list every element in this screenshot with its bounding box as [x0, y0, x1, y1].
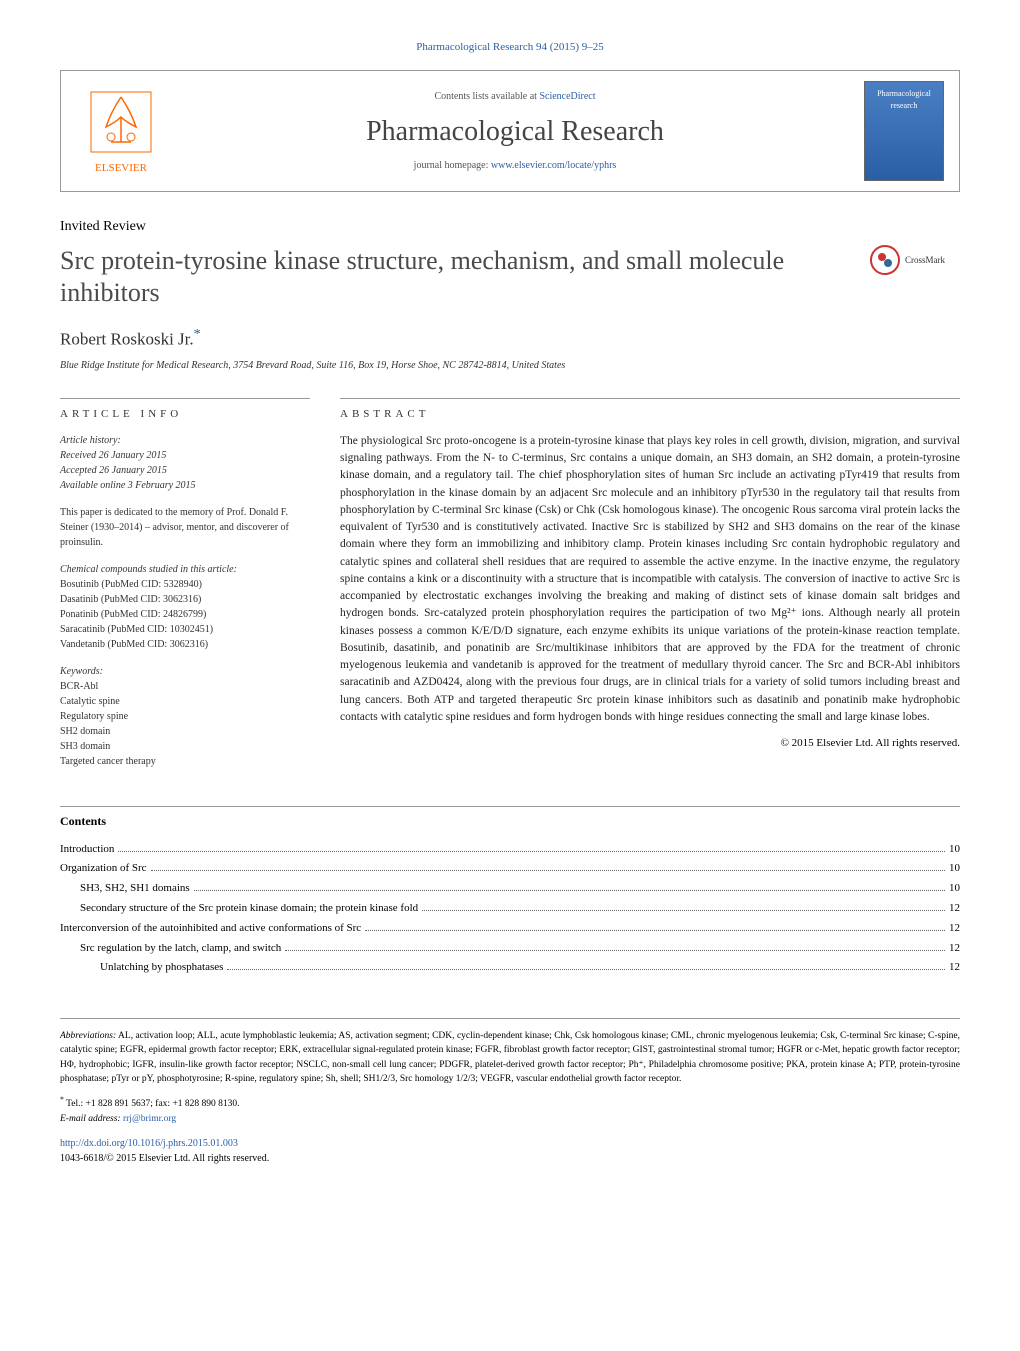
homepage-link[interactable]: www.elsevier.com/locate/yphrs [491, 160, 616, 171]
doi-block: http://dx.doi.org/10.1016/j.phrs.2015.01… [60, 1136, 960, 1166]
contents-section: Contents Introduction 10 Organization of… [60, 806, 960, 978]
elsevier-tree-icon [86, 87, 156, 157]
affiliation: Blue Ridge Institute for Medical Researc… [60, 359, 960, 373]
article-info-col: ARTICLE INFO Article history: Received 2… [60, 398, 310, 780]
doi-link[interactable]: http://dx.doi.org/10.1016/j.phrs.2015.01… [60, 1138, 238, 1149]
header-center: Contents lists available at ScienceDirec… [166, 90, 864, 173]
toc-entry[interactable]: Unlatching by phosphatases 12 [60, 958, 960, 978]
toc-entry[interactable]: Introduction 10 [60, 840, 960, 860]
compounds-block: Chemical compounds studied in this artic… [60, 562, 310, 652]
page-root: Pharmacological Research 94 (2015) 9–25 … [0, 0, 1020, 1206]
abstract-heading: ABSTRACT [340, 398, 960, 422]
keyword: BCR-Abl [60, 679, 310, 694]
keywords-block: Keywords: BCR-Abl Catalytic spine Regula… [60, 664, 310, 769]
toc-entry[interactable]: Secondary structure of the Src protein k… [60, 899, 960, 919]
sciencedirect-link[interactable]: ScienceDirect [539, 91, 595, 102]
info-abstract-row: ARTICLE INFO Article history: Received 2… [60, 398, 960, 780]
keyword: Regulatory spine [60, 709, 310, 724]
crossmark-badge[interactable]: CrossMark [870, 245, 960, 275]
contents-available-line: Contents lists available at ScienceDirec… [166, 90, 864, 104]
abstract-col: ABSTRACT The physiological Src proto-onc… [340, 398, 960, 780]
compound-item: Ponatinib (PubMed CID: 24826799) [60, 607, 310, 622]
title-row: Src protein-tyrosine kinase structure, m… [60, 245, 960, 325]
article-title: Src protein-tyrosine kinase structure, m… [60, 245, 850, 310]
compound-item: Saracatinib (PubMed CID: 10302451) [60, 622, 310, 637]
author-name: Robert Roskoski Jr.* [60, 325, 960, 351]
journal-reference: Pharmacological Research 94 (2015) 9–25 [60, 40, 960, 55]
keyword: Targeted cancer therapy [60, 754, 310, 769]
compound-item: Vandetanib (PubMed CID: 3062316) [60, 637, 310, 652]
elsevier-label: ELSEVIER [95, 161, 147, 176]
abbreviations: Abbreviations: AL, activation loop; ALL,… [60, 1029, 960, 1086]
article-history: Article history: Received 26 January 201… [60, 433, 310, 493]
contents-heading: Contents [60, 806, 960, 830]
journal-cover-thumb: Pharmacological research [864, 81, 944, 181]
crossmark-icon [870, 245, 900, 275]
keyword: SH2 domain [60, 724, 310, 739]
correspondence: * Tel.: +1 828 891 5637; fax: +1 828 890… [60, 1094, 960, 1126]
toc-entry[interactable]: SH3, SH2, SH1 domains 10 [60, 879, 960, 899]
copyright-line: © 2015 Elsevier Ltd. All rights reserved… [340, 736, 960, 751]
info-heading: ARTICLE INFO [60, 398, 310, 422]
article-type: Invited Review [60, 217, 960, 237]
corresponding-mark: * [194, 326, 201, 342]
abstract-text: The physiological Src proto-oncogene is … [340, 433, 960, 726]
table-of-contents: Introduction 10 Organization of Src 10 S… [60, 840, 960, 979]
compound-item: Dasatinib (PubMed CID: 3062316) [60, 592, 310, 607]
toc-entry[interactable]: Src regulation by the latch, clamp, and … [60, 939, 960, 959]
compound-item: Bosutinib (PubMed CID: 5328940) [60, 577, 310, 592]
keyword: SH3 domain [60, 739, 310, 754]
keyword: Catalytic spine [60, 694, 310, 709]
homepage-line: journal homepage: www.elsevier.com/locat… [166, 159, 864, 173]
toc-entry[interactable]: Organization of Src 10 [60, 859, 960, 879]
elsevier-logo: ELSEVIER [76, 81, 166, 181]
footer: Abbreviations: AL, activation loop; ALL,… [60, 1018, 960, 1166]
journal-name: Pharmacological Research [166, 112, 864, 151]
dedication: This paper is dedicated to the memory of… [60, 505, 310, 550]
toc-entry[interactable]: Interconversion of the autoinhibited and… [60, 919, 960, 939]
email-link[interactable]: rrj@brimr.org [123, 1114, 176, 1124]
journal-header: ELSEVIER Contents lists available at Sci… [60, 70, 960, 192]
